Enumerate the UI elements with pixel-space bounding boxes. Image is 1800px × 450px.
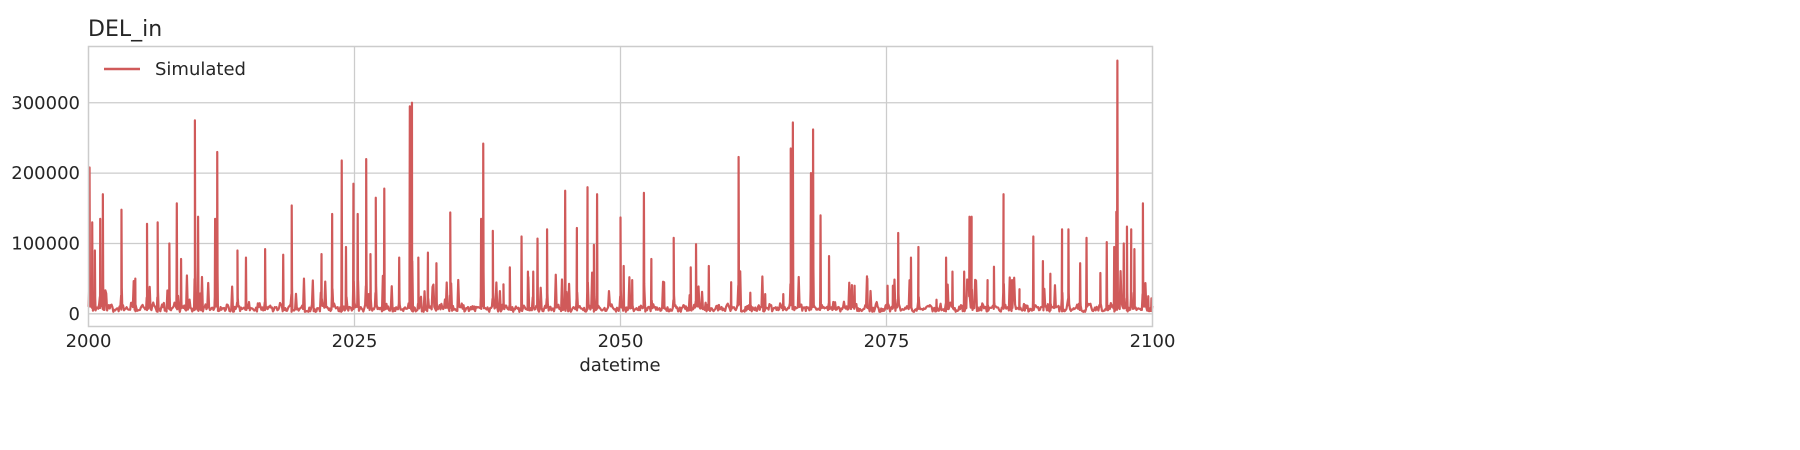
plot-frame <box>87 45 1154 328</box>
x-tick-label: 2075 <box>864 331 910 352</box>
x-axis: 2000 2025 2050 2075 2100 <box>66 331 1176 352</box>
legend-label: Simulated <box>155 59 246 80</box>
x-axis-title: datetime <box>579 355 660 376</box>
y-axis: 0 100000 200000 300000 <box>11 93 80 325</box>
x-tick-label: 2050 <box>598 331 644 352</box>
x-tick-label: 2025 <box>332 331 378 352</box>
grid <box>88 46 1153 327</box>
x-tick-label: 2000 <box>66 331 112 352</box>
x-tick-label: 2100 <box>1130 331 1176 352</box>
series-layer <box>87 59 1154 313</box>
chart-title: DEL_in <box>88 17 162 42</box>
y-tick-label: 200000 <box>11 163 80 184</box>
series-line-simulated <box>87 59 1154 313</box>
legend: Simulated <box>104 59 246 80</box>
y-tick-label: 300000 <box>11 93 80 114</box>
y-tick-label: 0 <box>69 304 80 325</box>
y-tick-label: 100000 <box>11 233 80 254</box>
